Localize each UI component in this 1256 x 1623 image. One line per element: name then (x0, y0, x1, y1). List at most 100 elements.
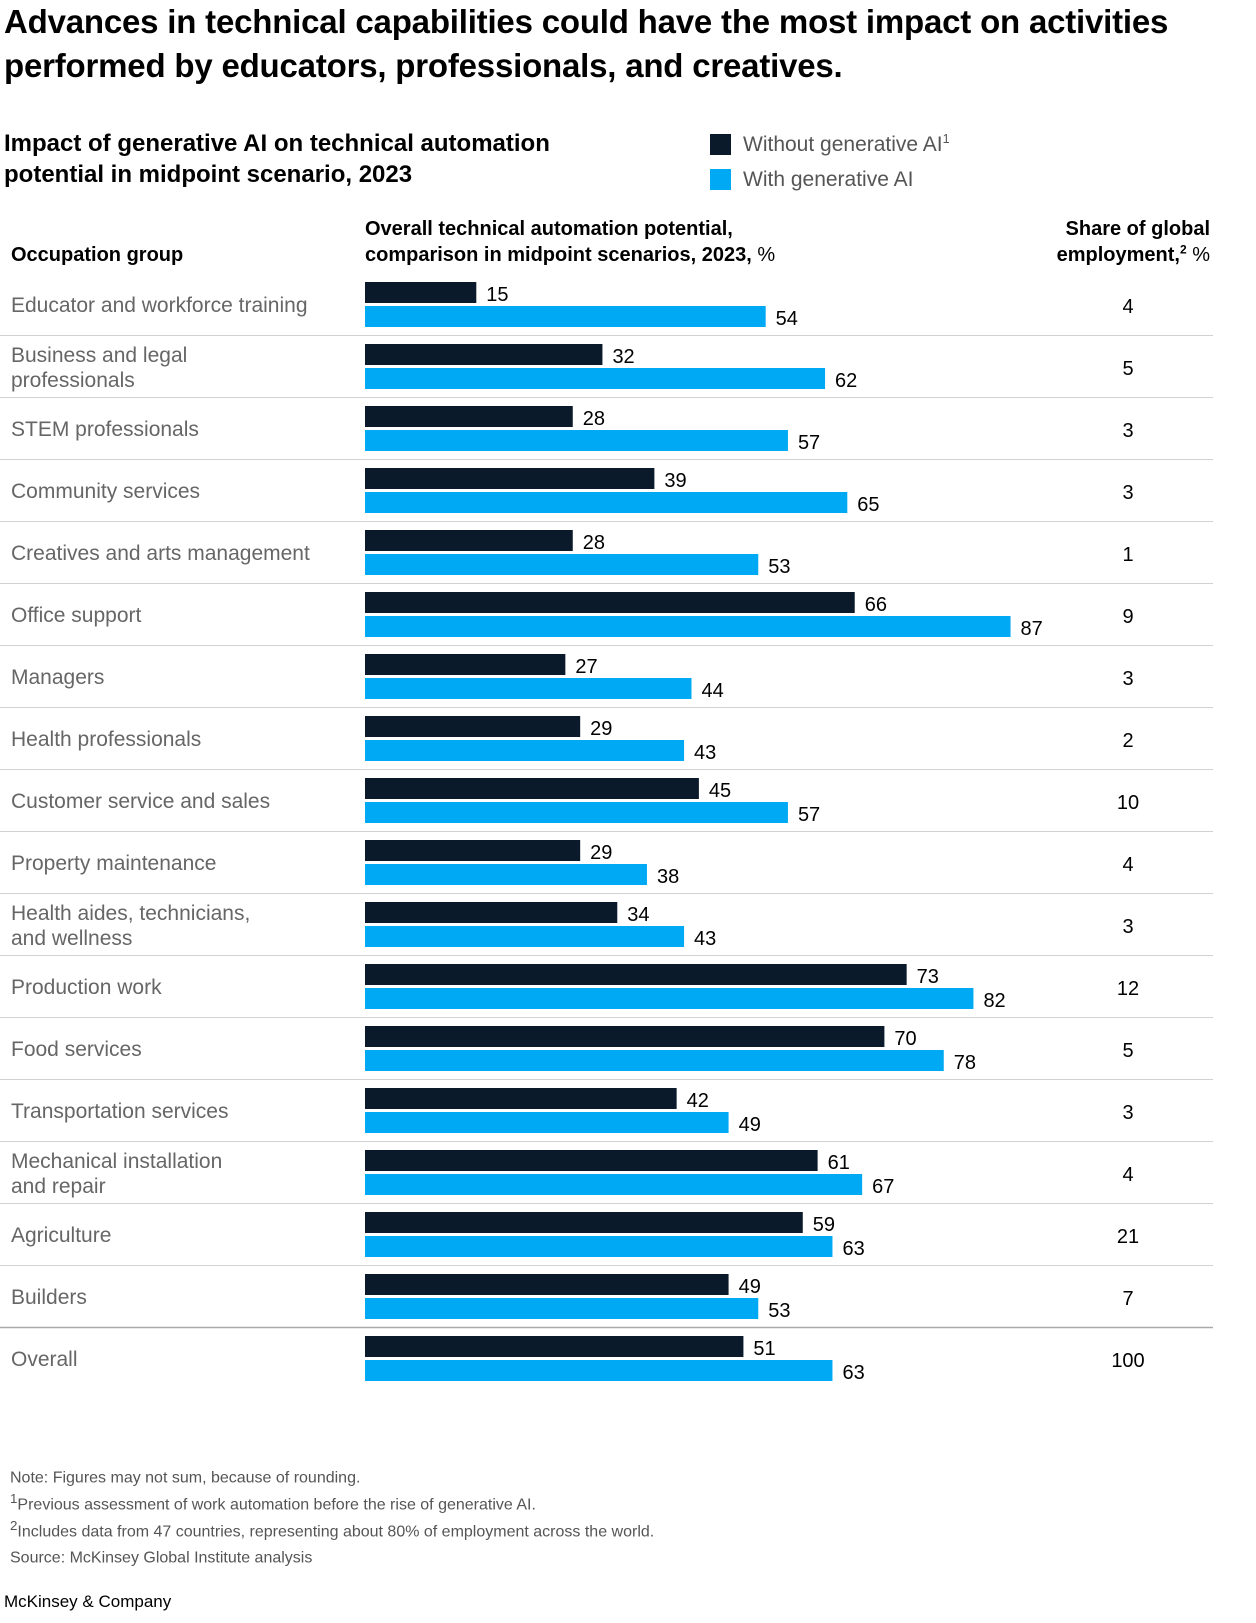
bar-without-ai (365, 902, 618, 923)
bar-with-ai (365, 368, 826, 389)
chart-row: Production work 73 82 12 (0, 964, 1213, 1018)
bar-with-ai (365, 988, 974, 1009)
share-value: 3 (1122, 1102, 1133, 1124)
value-label: 28 (583, 532, 605, 554)
bar-without-ai (365, 840, 581, 861)
value-label: 54 (776, 308, 798, 330)
column-header-share: Share of global employment,2 % (1056, 218, 1210, 266)
chart-row: Educator and workforce training 15 54 4 (0, 282, 1213, 336)
footnote-source: Source: McKinsey Global Institute analys… (10, 1549, 313, 1567)
category-label: Health aides, technicians, and wellness (11, 902, 250, 950)
category-label: STEM professionals (11, 418, 199, 441)
value-label: 62 (835, 370, 857, 392)
chart-row: Managers 27 44 3 (0, 654, 1213, 708)
value-label: 44 (701, 680, 723, 702)
value-label: 49 (739, 1276, 761, 1298)
bar-with-ai (365, 1360, 833, 1381)
category-label: Office support (11, 604, 142, 627)
bar-without-ai (365, 282, 477, 303)
footnotes: Note: Figures may not sum, because of ro… (10, 1462, 654, 1569)
category-label: Production work (11, 976, 162, 999)
chart-row: Food services 70 78 5 (0, 1026, 1213, 1080)
bar-without-ai (365, 716, 581, 737)
chart-row: Health aides, technicians, and wellness34… (0, 902, 1213, 956)
bar-without-ai (365, 654, 566, 675)
column-header-occupation: Occupation group (11, 244, 184, 266)
share-value: 7 (1122, 1288, 1133, 1310)
share-value: 4 (1122, 296, 1133, 318)
bar-without-ai (365, 964, 907, 985)
share-value: 5 (1122, 1040, 1133, 1062)
value-label: 59 (813, 1214, 835, 1236)
bar-with-ai (365, 430, 788, 451)
share-value: 4 (1122, 854, 1133, 876)
value-label: 42 (687, 1090, 709, 1112)
bar-with-ai (365, 864, 647, 885)
value-label: 63 (842, 1362, 864, 1384)
value-label: 53 (768, 556, 790, 578)
value-label: 32 (612, 346, 634, 368)
value-label: 61 (828, 1152, 850, 1174)
value-label: 38 (657, 866, 679, 888)
bar-with-ai (365, 802, 788, 823)
value-label: 57 (798, 804, 820, 826)
share-value: 10 (1117, 792, 1139, 814)
bar-without-ai (365, 406, 573, 427)
value-label: 51 (753, 1338, 775, 1360)
value-label: 15 (486, 284, 508, 306)
category-label: Community services (11, 480, 200, 503)
value-label: 49 (739, 1114, 761, 1136)
share-value: 4 (1122, 1164, 1133, 1186)
bar-without-ai (365, 592, 855, 613)
bar-without-ai (365, 1212, 803, 1233)
bar-with-ai (365, 740, 685, 761)
chart-row: Mechanical installation and repair 61 67 4 (0, 1150, 1213, 1204)
share-value: 3 (1122, 668, 1133, 690)
share-value: 21 (1117, 1226, 1139, 1248)
value-label: 27 (575, 656, 597, 678)
category-label: Agriculture (11, 1224, 111, 1247)
bar-with-ai (365, 492, 848, 513)
category-label: Transportation services (11, 1100, 228, 1123)
footnote-1: 1Previous assessment of work automation … (10, 1490, 536, 1514)
legend-item-with-ai: With generative AI (710, 162, 950, 197)
category-label: Builders (11, 1286, 87, 1309)
share-value: 9 (1122, 606, 1133, 628)
chart-row: Overall 51 63 100 (11, 1336, 1145, 1384)
share-value: 3 (1122, 482, 1133, 504)
bar-chart: Educator and workforce training 15544Busi… (0, 282, 1213, 1384)
value-label: 63 (842, 1238, 864, 1260)
bar-without-ai (365, 530, 573, 551)
legend: Without generative AI1 With generative A… (710, 127, 950, 197)
category-label: Property maintenance (11, 852, 216, 875)
chart-subtitle: Impact of generative AI on technical aut… (4, 130, 550, 188)
chart-row: Office support 66 87 9 (0, 592, 1213, 646)
value-label: 45 (709, 780, 731, 802)
bar-without-ai (365, 1150, 818, 1171)
bar-with-ai (365, 554, 759, 575)
bar-without-ai (365, 1088, 677, 1109)
chart-row: Creatives and arts management 28 53 1 (0, 530, 1213, 584)
legend-swatch-with-ai (710, 169, 731, 190)
chart-row: Business and legal professionals 32 62 5 (0, 344, 1213, 398)
share-value: 12 (1117, 978, 1139, 1000)
value-label: 43 (694, 742, 716, 764)
value-label: 34 (627, 904, 649, 926)
legend-swatch-without-ai (710, 134, 731, 155)
column-header-potential: Overall technical automation potential, … (365, 218, 776, 266)
share-value: 5 (1122, 358, 1133, 380)
footnote-note: Note: Figures may not sum, because of ro… (10, 1469, 361, 1487)
value-label: 65 (857, 494, 879, 516)
bar-with-ai (365, 1298, 759, 1319)
share-value: 3 (1122, 916, 1133, 938)
category-label: Food services (11, 1038, 142, 1061)
value-label: 73 (917, 966, 939, 988)
value-label: 82 (983, 990, 1005, 1012)
value-label: 43 (694, 928, 716, 950)
share-value: 1 (1122, 544, 1133, 566)
chart-row: Community services 39 65 3 (0, 468, 1213, 522)
category-label: Educator and workforce training (11, 294, 308, 317)
value-label: 67 (872, 1176, 894, 1198)
bar-with-ai (365, 1112, 729, 1133)
brand-logo-text: McKinsey & Company (4, 1592, 172, 1611)
